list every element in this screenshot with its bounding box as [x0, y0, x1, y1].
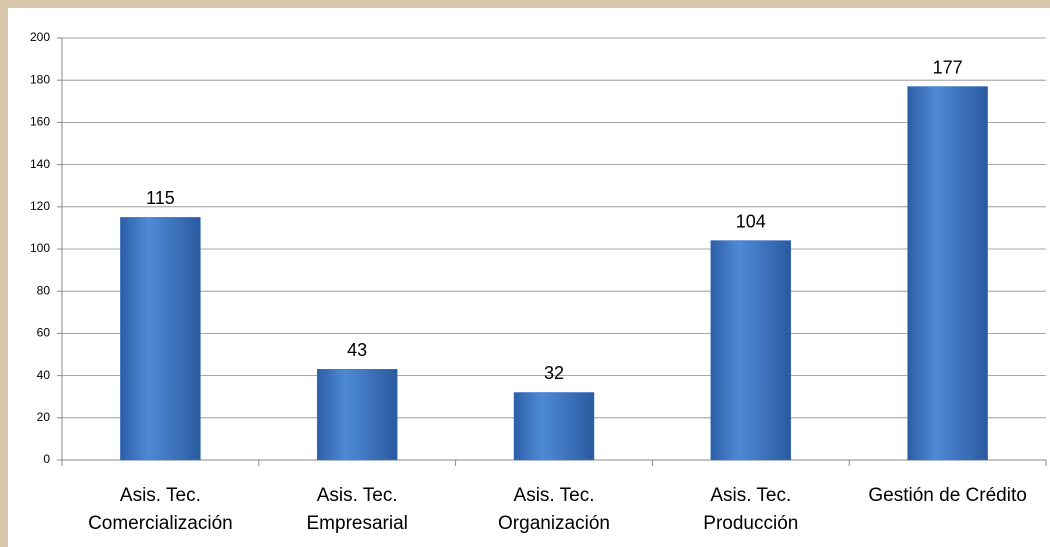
y-tick-label: 20	[37, 410, 51, 424]
x-tick-label: Empresarial	[307, 513, 408, 534]
x-tick-label: Asis. Tec.	[317, 485, 398, 506]
y-tick-label: 180	[30, 72, 50, 86]
value-label: 32	[544, 363, 564, 383]
y-tick-label: 100	[30, 241, 50, 255]
x-tick-label: Organización	[498, 513, 610, 534]
y-tick-label: 200	[30, 30, 50, 44]
y-tick-label: 160	[30, 115, 50, 129]
value-label: 43	[347, 340, 367, 360]
y-tick-label: 120	[30, 199, 50, 213]
y-tick-label: 0	[43, 452, 50, 466]
y-tick-label: 40	[37, 368, 51, 382]
x-tick-label: Asis. Tec.	[514, 485, 595, 506]
x-tick-label: Comercialización	[88, 513, 233, 534]
bar	[710, 240, 792, 461]
y-tick-label: 80	[37, 283, 51, 297]
value-label: 104	[736, 211, 766, 231]
value-label: 115	[146, 188, 175, 208]
x-tick-label: Asis. Tec.	[120, 485, 201, 506]
bar	[316, 369, 398, 461]
x-tick-label: Asis. Tec.	[710, 485, 791, 506]
y-tick-label: 140	[30, 157, 50, 171]
x-tick-label: Gestión de Crédito	[868, 485, 1026, 506]
bar	[513, 392, 595, 461]
x-tick-label: Producción	[703, 513, 798, 534]
y-tick-label: 60	[37, 326, 51, 340]
bar	[907, 86, 988, 461]
value-label: 177	[933, 57, 963, 77]
bar	[120, 217, 201, 461]
